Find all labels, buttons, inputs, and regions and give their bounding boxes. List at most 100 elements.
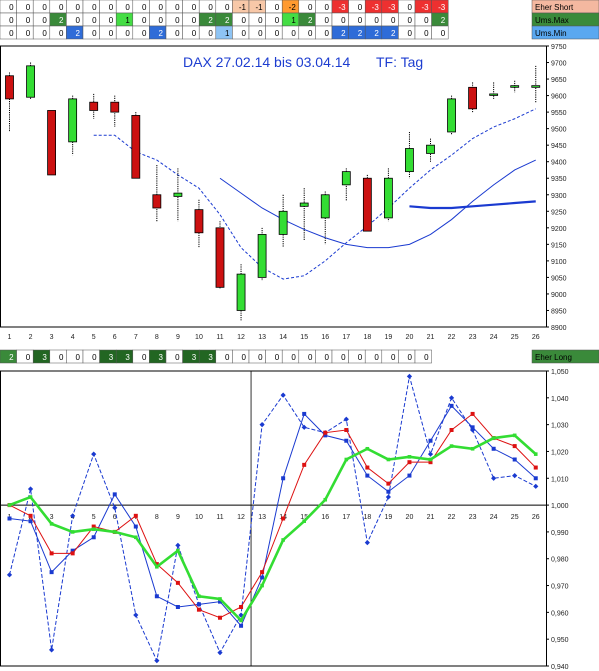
- x-tick-label: 24: [490, 514, 498, 521]
- header-cell-value: 0: [92, 3, 97, 12]
- series-point: [154, 658, 160, 664]
- candle-body: [257, 234, 267, 278]
- header-cell-value: 2: [374, 29, 379, 38]
- x-tick-label: 19: [385, 514, 393, 521]
- candle-body: [320, 194, 330, 219]
- series-point: [281, 476, 286, 481]
- header-cell-value: 0: [358, 3, 363, 12]
- series-point: [91, 535, 96, 540]
- series-point: [239, 605, 244, 609]
- candle-body: [426, 144, 435, 154]
- y-tick-label: 9200: [551, 226, 567, 233]
- header-cell-value: 0: [142, 16, 147, 25]
- x-tick-label: 13: [258, 514, 266, 521]
- header-cell-value: 2: [76, 29, 81, 38]
- candle-body: [447, 98, 456, 133]
- header-cell-value: 2: [208, 16, 213, 25]
- series-point: [365, 446, 370, 451]
- header-cell-value: 0: [308, 29, 313, 38]
- x-tick-label: 26: [532, 334, 540, 341]
- long-cell-value: 0: [76, 353, 81, 362]
- header-cell-value: 0: [275, 16, 280, 25]
- series-point: [70, 548, 75, 553]
- x-tick-label: 26: [532, 514, 540, 521]
- x-tick-label: 6: [113, 334, 117, 341]
- header-cell-value: 0: [109, 29, 114, 38]
- series-point: [533, 483, 539, 489]
- x-tick-label: 2: [29, 334, 33, 341]
- header-cell-value: 0: [408, 29, 413, 38]
- series-point: [7, 503, 12, 507]
- header-cell-value: 0: [325, 16, 330, 25]
- y-tick-label: 9750: [551, 44, 567, 51]
- candle-body: [89, 101, 99, 111]
- long-cell-value: 0: [258, 353, 263, 362]
- header-cell-value: 0: [26, 29, 31, 38]
- long-cell-value: 0: [424, 353, 429, 362]
- y-tick-label: 8900: [551, 325, 567, 332]
- long-cell-value: 0: [374, 353, 379, 362]
- header-row-label: Eher Short: [535, 3, 574, 12]
- long-cell-value: 0: [26, 353, 31, 362]
- x-tick-label: 22: [448, 514, 456, 521]
- series-line: [9, 433, 537, 623]
- series-point: [239, 618, 243, 623]
- series-point: [301, 424, 307, 430]
- y-tick-label: 1,000: [551, 503, 569, 510]
- series-point: [323, 497, 328, 502]
- long-cell-value: 0: [275, 353, 280, 362]
- y-tick-label: 9000: [551, 292, 567, 299]
- series-point: [386, 481, 391, 486]
- series-point: [28, 495, 33, 499]
- header-cell-value: 0: [9, 16, 14, 25]
- candle-body: [194, 209, 204, 234]
- series-point: [155, 564, 159, 569]
- y-tick-label: 9450: [551, 143, 567, 150]
- header-cell-value: 0: [192, 16, 197, 25]
- header-cell-value: 2: [441, 16, 446, 25]
- y-tick-label: 0,990: [551, 530, 569, 537]
- header-cell-value: 0: [192, 29, 197, 38]
- x-tick-label: 20: [406, 514, 414, 521]
- header-cell-value: 0: [76, 16, 81, 25]
- series-point: [91, 527, 96, 532]
- x-tick-label: 10: [195, 334, 203, 341]
- series-line: [9, 413, 537, 619]
- series-point: [175, 542, 181, 548]
- header-cell-value: 0: [192, 3, 197, 12]
- x-tick-label: 1: [8, 334, 12, 341]
- series-point: [470, 446, 475, 451]
- x-tick-label: 5: [92, 334, 96, 341]
- long-cell-value: 0: [242, 353, 247, 362]
- header-cell-value: 0: [175, 3, 180, 12]
- series-point: [302, 519, 306, 523]
- series-point: [512, 444, 517, 449]
- long-cell-value: 0: [142, 353, 147, 362]
- x-tick-label: 11: [216, 514, 223, 521]
- ma-thick-line: [409, 200, 536, 210]
- x-tick-label: 8: [155, 514, 159, 521]
- series-point: [386, 489, 391, 494]
- header-cell-value: 1: [125, 16, 130, 25]
- long-cell: [414, 349, 432, 364]
- y-tick-label: 1,020: [551, 449, 569, 456]
- x-tick-label: 16: [321, 514, 329, 521]
- x-tick-label: 7: [134, 334, 138, 341]
- y-tick-label: 1,050: [551, 369, 569, 376]
- series-point: [448, 395, 455, 401]
- series-point: [133, 513, 138, 518]
- long-cell-value: 3: [159, 353, 164, 362]
- long-row-label: Eher Long: [535, 353, 572, 362]
- series-point: [344, 428, 349, 432]
- series-point: [365, 473, 370, 478]
- header-cell-value: -1: [255, 3, 263, 12]
- series-point: [27, 486, 34, 492]
- x-tick-label: 12: [237, 514, 245, 521]
- header-cell-value: 2: [159, 29, 164, 38]
- header-cell-value: 0: [208, 29, 213, 38]
- header-cell-value: 0: [374, 16, 379, 25]
- header-cell-value: 0: [275, 3, 280, 12]
- header-cell-value: 0: [242, 29, 247, 38]
- header-cell-value: 0: [308, 3, 313, 12]
- candle-body: [173, 192, 183, 197]
